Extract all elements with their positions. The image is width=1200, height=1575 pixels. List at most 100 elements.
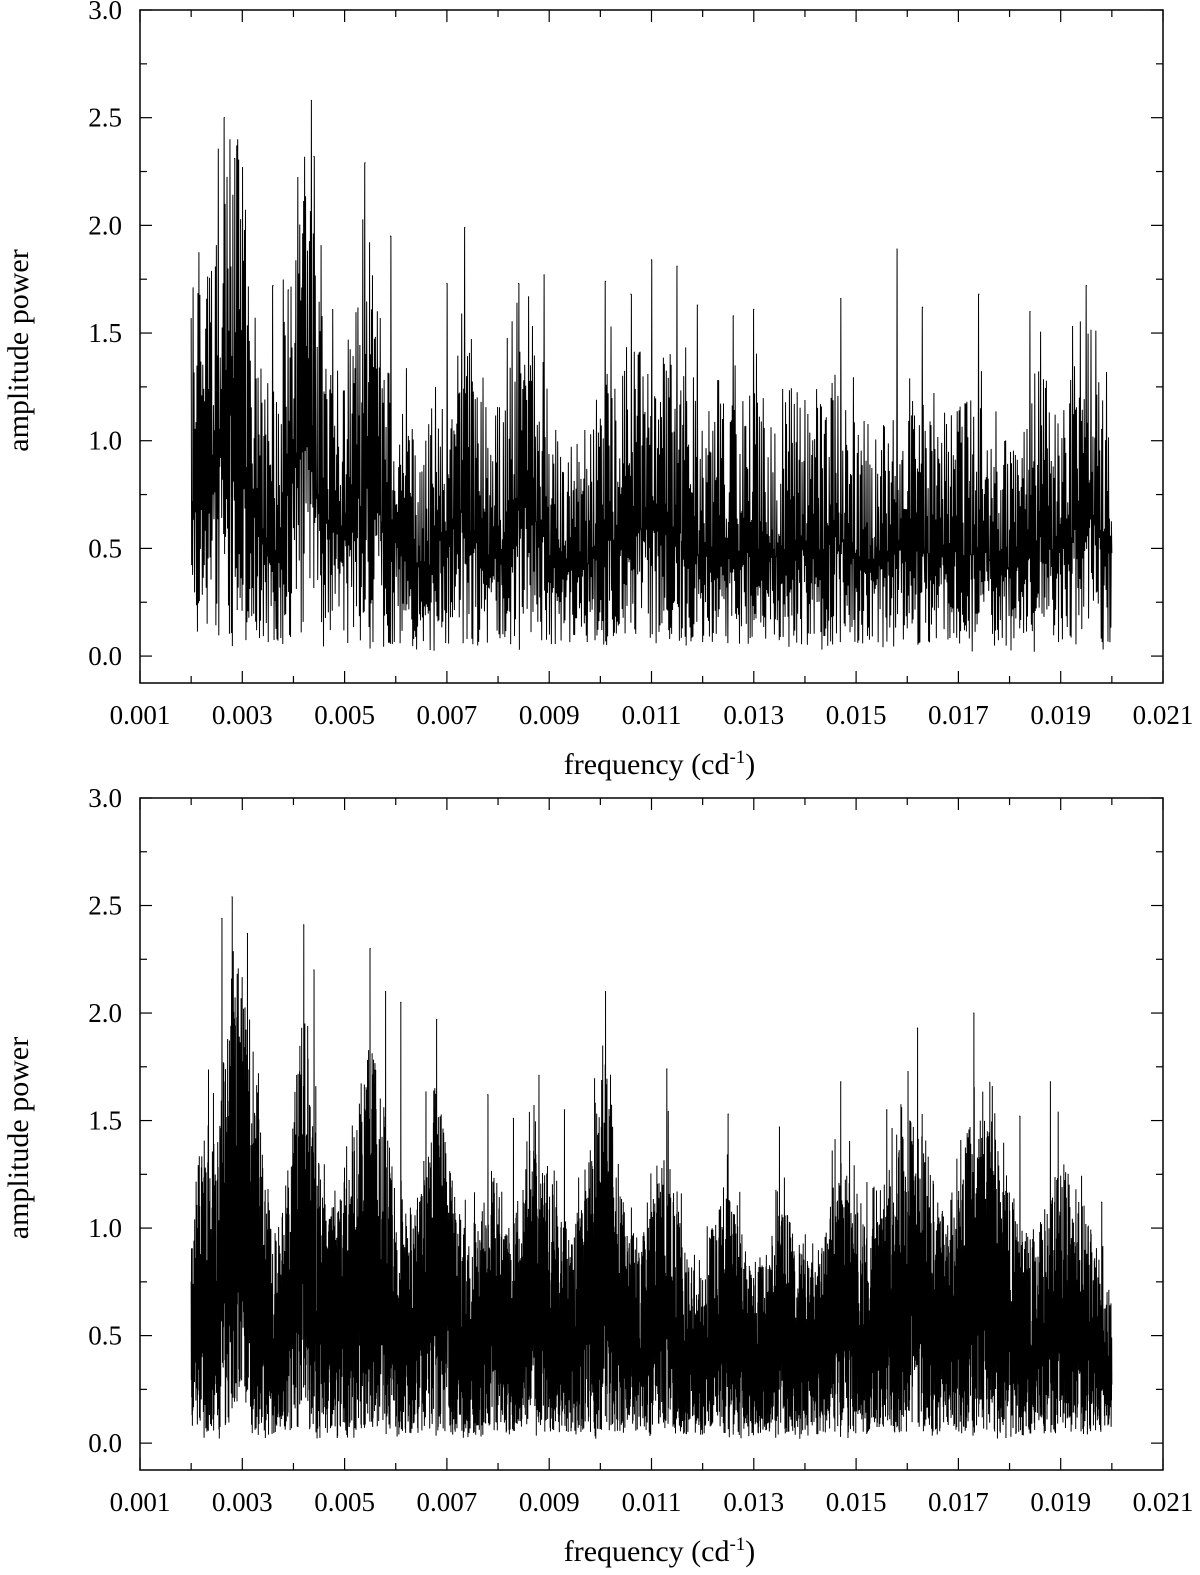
data-point-peak — [1049, 1081, 1052, 1083]
data-point-peak — [221, 917, 223, 920]
data-point-peak — [696, 304, 699, 306]
data-point-peak — [436, 1018, 438, 1021]
x-axis-title-close: ) — [745, 1535, 755, 1568]
y-tick-label: 2.0 — [88, 998, 122, 1028]
y-tick-label: 0.0 — [88, 1428, 122, 1458]
data-point-peak — [973, 1012, 975, 1014]
series-line-bottom — [190, 896, 1113, 1439]
y-tick-label: 1.0 — [88, 426, 122, 456]
y-tick-label: 0.5 — [88, 533, 122, 563]
x-axis-title: frequency (cd-1) — [564, 747, 756, 781]
x-tick-label: 0.005 — [314, 1487, 375, 1517]
data-point-peak — [517, 282, 520, 285]
data-point-peak — [630, 293, 632, 295]
data-point-peak — [234, 158, 236, 160]
data-point-peak — [604, 990, 607, 993]
x-tick-label: 0.013 — [723, 700, 784, 730]
y-tick-label: 2.5 — [88, 891, 122, 921]
x-tick-label: 0.007 — [417, 700, 478, 730]
data-point-peak — [512, 1117, 514, 1120]
y-tick-label: 2.0 — [88, 210, 122, 240]
data-point-peak — [246, 932, 249, 935]
data-point-peak — [272, 285, 274, 287]
x-axis-title-close: ) — [745, 748, 755, 781]
y-tick-label: 3.0 — [88, 0, 122, 25]
data-point-peak — [364, 162, 366, 164]
data-point-peak — [369, 947, 371, 950]
data-point-peak — [921, 306, 924, 308]
x-tick-label: 0.005 — [314, 700, 375, 730]
x-tick-label: 0.015 — [826, 1487, 887, 1517]
x-tick-label: 0.011 — [622, 700, 682, 730]
y-axis-title: amplitude power — [2, 1037, 35, 1239]
data-point-peak — [666, 1068, 668, 1070]
x-tick-label: 0.003 — [212, 700, 273, 730]
data-point-peak — [840, 1081, 842, 1083]
x-tick-label: 0.001 — [110, 700, 171, 730]
data-point-peak — [310, 99, 312, 102]
x-tick-label: 0.009 — [519, 700, 580, 730]
series-line-top — [190, 100, 1113, 652]
data-point-peak — [223, 117, 225, 119]
data-point-peak — [604, 280, 607, 282]
chart-panel-bottom: 0.001 0.003 0.005 0.007 0.009 0.011 0.013 0.015… — [2, 783, 1193, 1568]
data-point-peak — [231, 896, 233, 898]
data-point-peak — [886, 1109, 888, 1111]
y-tick-label: 0.5 — [88, 1321, 122, 1351]
data-point-peak — [313, 155, 315, 158]
x-tick-label: 0.017 — [928, 700, 989, 730]
data-point-peak — [732, 315, 734, 317]
x-tick-label: 0.017 — [928, 1487, 989, 1517]
data-point-peak — [313, 969, 315, 971]
data-point-peak — [1085, 285, 1087, 287]
data-point-peak — [778, 1126, 780, 1128]
data-point-peak — [978, 293, 980, 295]
x-tick-label: 0.007 — [417, 1487, 478, 1517]
x-tick-label: 0.021 — [1133, 1487, 1194, 1517]
x-tick-label: 0.009 — [519, 1487, 580, 1517]
y-tick-label: 3.0 — [88, 783, 122, 813]
data-point-peak — [650, 259, 653, 261]
data-point-peak — [916, 1027, 919, 1029]
y-axis-title: amplitude power — [2, 249, 35, 451]
data-point-peak — [287, 289, 289, 291]
chart-panel-top: 0.001 0.003 0.005 0.007 0.009 0.011 0.013 0.015… — [2, 0, 1193, 781]
data-point-peak — [543, 274, 545, 276]
x-tick-label: 0.015 — [826, 700, 887, 730]
data-point-peak — [487, 1094, 489, 1096]
x-tick-label: 0.011 — [622, 1487, 682, 1517]
x-tick-label: 0.001 — [110, 1487, 171, 1517]
x-axis-title-superscript: -1 — [729, 1534, 745, 1555]
y-tick-label: 1.5 — [88, 318, 122, 348]
data-point-peak — [1029, 310, 1031, 313]
x-tick-label: 0.003 — [212, 1487, 273, 1517]
data-point-peak — [1019, 1115, 1021, 1117]
data-point-peak — [676, 265, 678, 267]
data-point-peak — [390, 235, 392, 237]
data-point-peak — [727, 1113, 729, 1115]
x-tick-label: 0.019 — [1030, 700, 1091, 730]
data-point-peak — [236, 145, 238, 147]
data-point-peak — [446, 282, 448, 285]
y-tick-label: 1.5 — [88, 1106, 122, 1136]
y-tick-label: 1.0 — [88, 1213, 122, 1243]
x-axis-title-text: frequency (cd — [564, 1535, 730, 1568]
data-point-peak — [896, 248, 898, 250]
y-tick-label: 0.0 — [88, 641, 122, 671]
data-point-peak — [840, 297, 842, 300]
x-tick-label: 0.021 — [1133, 700, 1194, 730]
data-point-peak — [563, 1109, 566, 1111]
y-tick-label: 2.5 — [88, 103, 122, 133]
x-tick-label: 0.019 — [1030, 1487, 1091, 1517]
data-point-peak — [1101, 1201, 1103, 1203]
x-tick-label: 0.013 — [723, 1487, 784, 1517]
data-point-peak — [303, 924, 305, 926]
x-axis-title: frequency (cd-1) — [564, 1534, 756, 1568]
data-point-peak — [384, 990, 387, 993]
data-point-peak — [538, 1074, 540, 1076]
x-axis-title-text: frequency (cd — [564, 748, 730, 781]
data-point-peak — [464, 226, 466, 229]
x-axis-title-superscript: -1 — [729, 747, 745, 768]
data-point-peak — [753, 308, 755, 310]
